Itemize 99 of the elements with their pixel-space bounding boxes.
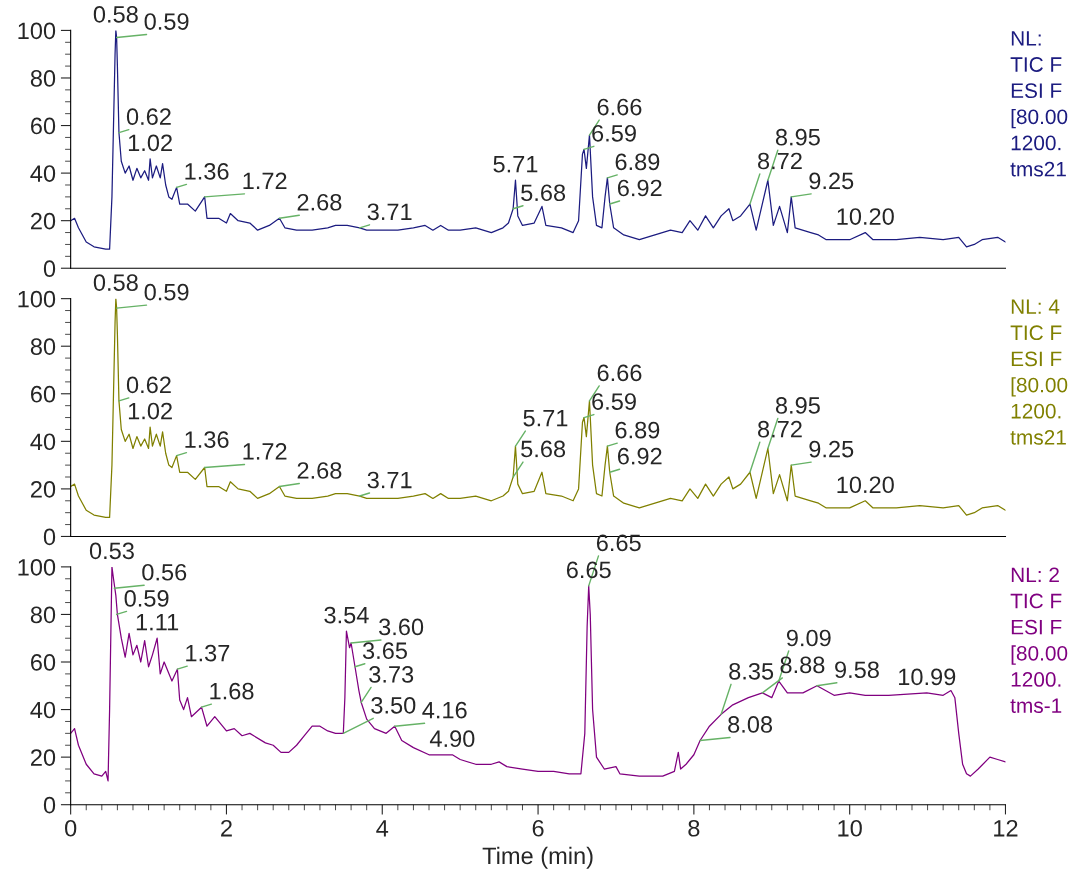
y-tick-label: 80 (30, 70, 56, 87)
y-tick-label: 20 (31, 749, 56, 766)
annotation: 0.59 (144, 13, 189, 30)
annotation: 6.65 (566, 561, 611, 579)
y-tick-label: 40 (30, 701, 56, 719)
annotation: 5.68 (521, 184, 566, 202)
text: 1200. (1011, 135, 1061, 151)
annotation: 9.25 (809, 440, 854, 458)
annotation: 8.95 (775, 397, 820, 414)
y-tick-label: 0 (43, 260, 56, 278)
annotation: 10.20 (837, 476, 894, 494)
text: [80.00 (1011, 377, 1068, 397)
y-tick-label: 100 (18, 290, 56, 308)
annotation: 10.99 (899, 668, 956, 686)
annotation: 0.62 (126, 108, 171, 126)
annotation: 9.25 (809, 172, 854, 190)
text: NL: 2 (1011, 567, 1059, 582)
text: [80.00 (1011, 645, 1068, 665)
annotation: 6.59 (592, 393, 636, 410)
annotation: 0.58 (93, 274, 138, 291)
annotation: 6.66 (597, 364, 642, 382)
x-tick-label: 8 (688, 819, 700, 837)
text: NL: (1011, 31, 1041, 46)
annotation: 8.08 (728, 716, 773, 733)
y-tick-label: 0 (43, 796, 56, 814)
annotation: 1.68 (210, 682, 254, 700)
text: TIC F (1010, 593, 1062, 609)
annotation: 0.59 (144, 283, 189, 301)
text: 1200. (1011, 672, 1061, 687)
annotation: 3.71 (367, 471, 412, 489)
x-tick-label: 0 (65, 819, 77, 837)
x-axis-title: Time (min) (482, 846, 593, 869)
y-tick-label: 60 (31, 117, 56, 135)
line-series (70, 30, 1006, 250)
annotation: 6.66 (597, 98, 642, 116)
annotation: 9.58 (835, 661, 879, 679)
x-tick-label: 10 (838, 819, 862, 837)
annotation: 3.60 (379, 618, 424, 636)
text: ESI F (1011, 83, 1062, 99)
annotation: 1.37 (186, 644, 230, 662)
annotation: 1.36 (185, 431, 229, 448)
y-tick-label: 80 (30, 606, 56, 624)
y-tick-label: 40 (30, 165, 56, 182)
text: tms21 (1010, 161, 1066, 177)
annotation: 8.35 (729, 662, 774, 680)
annotation: 6.92 (617, 179, 662, 197)
text: 1200. (1011, 403, 1061, 419)
y-tick-label: 60 (31, 385, 56, 403)
y-tick-label: 60 (31, 654, 56, 671)
annotation: 3.71 (367, 203, 412, 221)
annotation: 6.59 (592, 124, 636, 142)
text: NL: 4 (1011, 299, 1060, 314)
x-tick-label: 12 (994, 819, 1018, 837)
annotation: 2.68 (297, 462, 342, 479)
annotation: 0.53 (89, 542, 134, 560)
annotation: 3.73 (369, 666, 414, 683)
annotation: 10.20 (837, 208, 894, 225)
text: TIC F (1010, 325, 1062, 341)
annotation: 1.02 (128, 402, 172, 420)
y-tick-label: 100 (18, 558, 56, 576)
y-tick-label: 20 (31, 212, 56, 230)
x-tick-label: 6 (532, 819, 544, 837)
annotation: 1.02 (128, 134, 172, 152)
annotation: 0.59 (124, 590, 169, 607)
text: [80.00 (1011, 108, 1068, 129)
annotation: 0.58 (93, 6, 138, 23)
annotation: 2.68 (297, 193, 342, 211)
text: tms-1 (1010, 698, 1062, 713)
annotation: 1.72 (243, 443, 287, 460)
y-tick-label: 100 (18, 22, 56, 40)
annotation: 9.09 (786, 629, 831, 647)
y-tick-label: 40 (30, 433, 56, 451)
annotation: 4.16 (422, 701, 467, 719)
annotation: 1.11 (136, 614, 179, 631)
x-tick-label: 4 (376, 820, 389, 837)
y-tick-label: 20 (31, 480, 56, 498)
annotation: 8.95 (775, 128, 820, 146)
annotation: 0.62 (126, 376, 171, 394)
annotation: 5.68 (521, 440, 566, 458)
text: tms21 (1010, 430, 1066, 445)
annotation: 3.50 (371, 696, 416, 714)
annotation: 6.65 (596, 534, 641, 552)
annotation: 3.54 (324, 606, 369, 624)
annotation: 6.92 (617, 447, 662, 465)
annotation: 0.56 (142, 563, 187, 581)
y-tick-label: 0 (43, 528, 56, 546)
text: TIC F (1010, 57, 1062, 72)
annotation: 5.71 (493, 156, 538, 173)
x-tick-label: 2 (221, 819, 232, 837)
annotation: 6.89 (615, 153, 660, 171)
annotation: 6.89 (615, 421, 660, 439)
y-tick-label: 80 (30, 338, 56, 355)
annotation: 1.36 (185, 162, 229, 180)
annotation: 4.90 (429, 730, 475, 748)
annotation: 1.72 (243, 172, 287, 189)
text: ESI F (1011, 351, 1062, 367)
annotation: 5.71 (523, 409, 568, 427)
annotation: 3.65 (362, 642, 407, 660)
text: ESI F (1011, 619, 1062, 635)
